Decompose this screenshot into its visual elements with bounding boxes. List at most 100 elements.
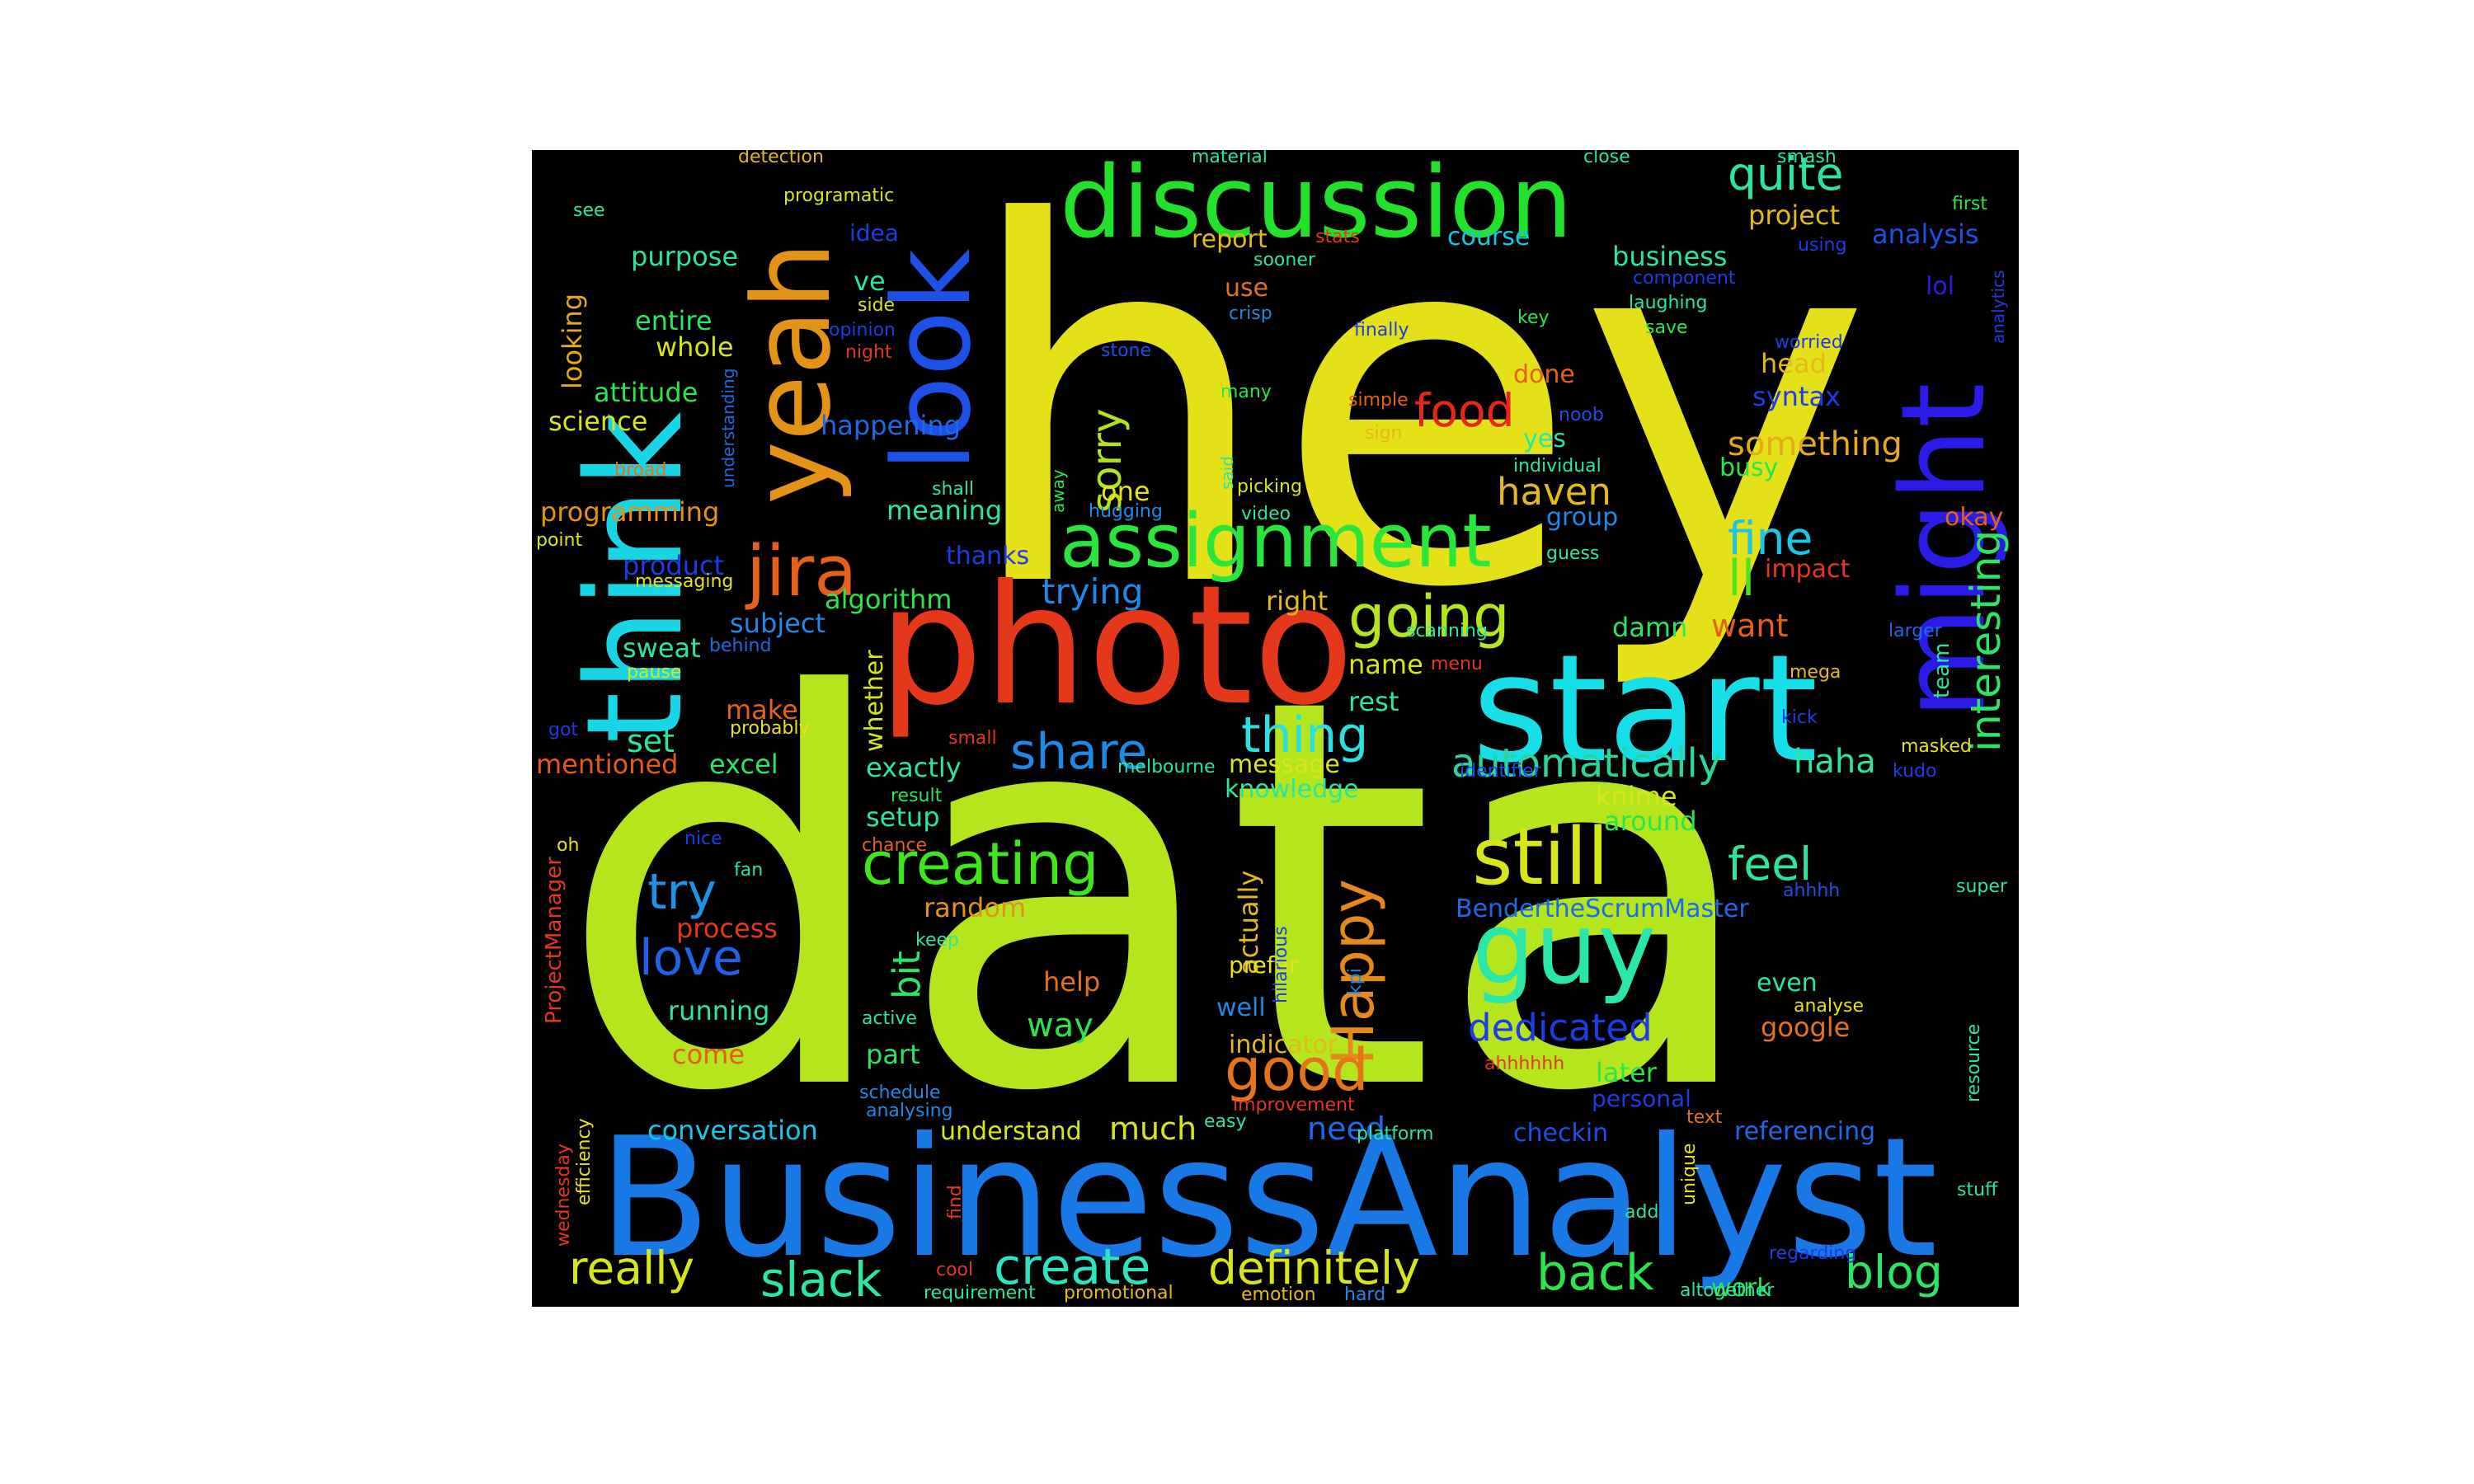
word-whether: whether: [860, 650, 889, 752]
word-kpi: kpi: [1345, 968, 1366, 995]
word-product: product: [623, 550, 724, 581]
word-hilarious: hilarious: [1271, 926, 1291, 1003]
word-fine: fine: [1728, 512, 1813, 565]
word-see: see: [573, 200, 605, 221]
word-active: active: [862, 1008, 917, 1029]
word-later: later: [1596, 1057, 1658, 1088]
word-detection: detection: [738, 150, 824, 167]
word-sooner: sooner: [1253, 250, 1316, 270]
word-ve: ve: [854, 265, 886, 297]
word-ll: ll: [1728, 550, 1755, 608]
word-part: part: [866, 1039, 920, 1070]
word-automatically: automatically: [1451, 740, 1721, 787]
word-something: something: [1728, 425, 1903, 463]
word-night: night: [845, 342, 892, 363]
word-oh: oh: [557, 835, 579, 856]
word-going: going: [1348, 583, 1510, 650]
word-exactly: exactly: [866, 752, 962, 783]
word-text: text: [1686, 1107, 1723, 1128]
word-resource: resource: [1964, 1024, 1984, 1102]
word-chance: chance: [862, 835, 927, 856]
word-schedule: schedule: [859, 1082, 941, 1103]
word-super: super: [1956, 876, 2008, 897]
word-data: data: [557, 585, 1764, 1209]
word-understanding: understanding: [718, 369, 738, 488]
word-message: message: [1229, 750, 1340, 779]
word-pause: pause: [627, 662, 681, 683]
word-guess: guess: [1546, 543, 1599, 564]
word-right: right: [1266, 585, 1328, 617]
word-sorry: sorry: [1083, 409, 1131, 513]
word-help: help: [1043, 966, 1100, 998]
word-course: course: [1447, 223, 1530, 251]
word-altogether: altogether: [1680, 1280, 1775, 1301]
word-messaging: messaging: [635, 571, 733, 592]
word-stats: stats: [1315, 227, 1360, 247]
word-probably: probably: [730, 718, 810, 739]
word-assignment: assignment: [1060, 498, 1491, 585]
word-knowledge: knowledge: [1225, 775, 1359, 804]
word-even: even: [1757, 969, 1818, 998]
word-using: using: [1798, 235, 1846, 256]
word-hard: hard: [1344, 1284, 1385, 1305]
word-discussion: discussion: [1060, 150, 1573, 261]
word-attitude: attitude: [594, 377, 698, 408]
word-close: close: [1583, 150, 1630, 167]
word-name: name: [1348, 649, 1423, 680]
word-really: really: [569, 1242, 694, 1294]
word-point: point: [536, 530, 582, 551]
word-unique: unique: [1679, 1144, 1700, 1205]
word-jira: jira: [745, 531, 857, 613]
word-stuff: stuff: [1957, 1180, 1998, 1200]
word-might: might: [1877, 383, 2011, 719]
word-team: team: [1930, 643, 1954, 698]
word-side: side: [858, 295, 895, 316]
word-worried: worried: [1775, 332, 1843, 353]
word-guy: guy: [1472, 892, 1656, 1007]
word-nice: nice: [684, 829, 722, 849]
word-away: away: [1048, 469, 1068, 513]
word-try: try: [647, 863, 717, 921]
word-around: around: [1604, 805, 1697, 837]
word-meaning: meaning: [887, 495, 1002, 526]
word-use: use: [1225, 274, 1268, 303]
word-menu: menu: [1431, 654, 1483, 674]
word-way: way: [1027, 1007, 1094, 1045]
word-think: think: [557, 411, 712, 744]
word-analysing: analysing: [866, 1101, 953, 1121]
word-hugging: hugging: [1089, 501, 1163, 522]
word-head: head: [1761, 348, 1827, 379]
word-referencing: referencing: [1734, 1117, 1875, 1146]
word-behind: behind: [709, 636, 771, 656]
word-trying: trying: [1042, 571, 1144, 612]
word-project: project: [1748, 200, 1840, 231]
word-larger: larger: [1888, 621, 1943, 641]
word-love: love: [639, 929, 743, 987]
word-video: video: [1241, 504, 1291, 524]
word-actually: actually: [1233, 871, 1264, 974]
word-sweat: sweat: [623, 632, 701, 664]
word-conversation: conversation: [647, 1115, 818, 1146]
word-knime: knime: [1596, 781, 1677, 812]
word-rest: rest: [1348, 686, 1399, 717]
word-analysis: analysis: [1872, 218, 1979, 250]
word-emotion: emotion: [1241, 1284, 1316, 1305]
word-fan: fan: [734, 860, 763, 881]
word-broad: broad: [614, 460, 666, 481]
word-many: many: [1221, 382, 1272, 402]
word-identifier: identifier: [1460, 761, 1542, 782]
word-bit: bit: [885, 951, 929, 999]
word-purpose: purpose: [631, 241, 738, 272]
word-look: look: [869, 249, 995, 472]
word-good: good: [1225, 1036, 1369, 1104]
word-indicator: indicator: [1229, 1031, 1338, 1059]
word-happening: happening: [821, 410, 961, 441]
word-setup: setup: [866, 801, 940, 833]
word-crisp: crisp: [1229, 303, 1272, 324]
word-smash: smash: [1777, 150, 1837, 167]
word-back: back: [1536, 1244, 1654, 1302]
word-prefer: prefer: [1229, 951, 1299, 979]
word-first: first: [1952, 194, 1987, 214]
word-haha: haha: [1794, 743, 1876, 781]
